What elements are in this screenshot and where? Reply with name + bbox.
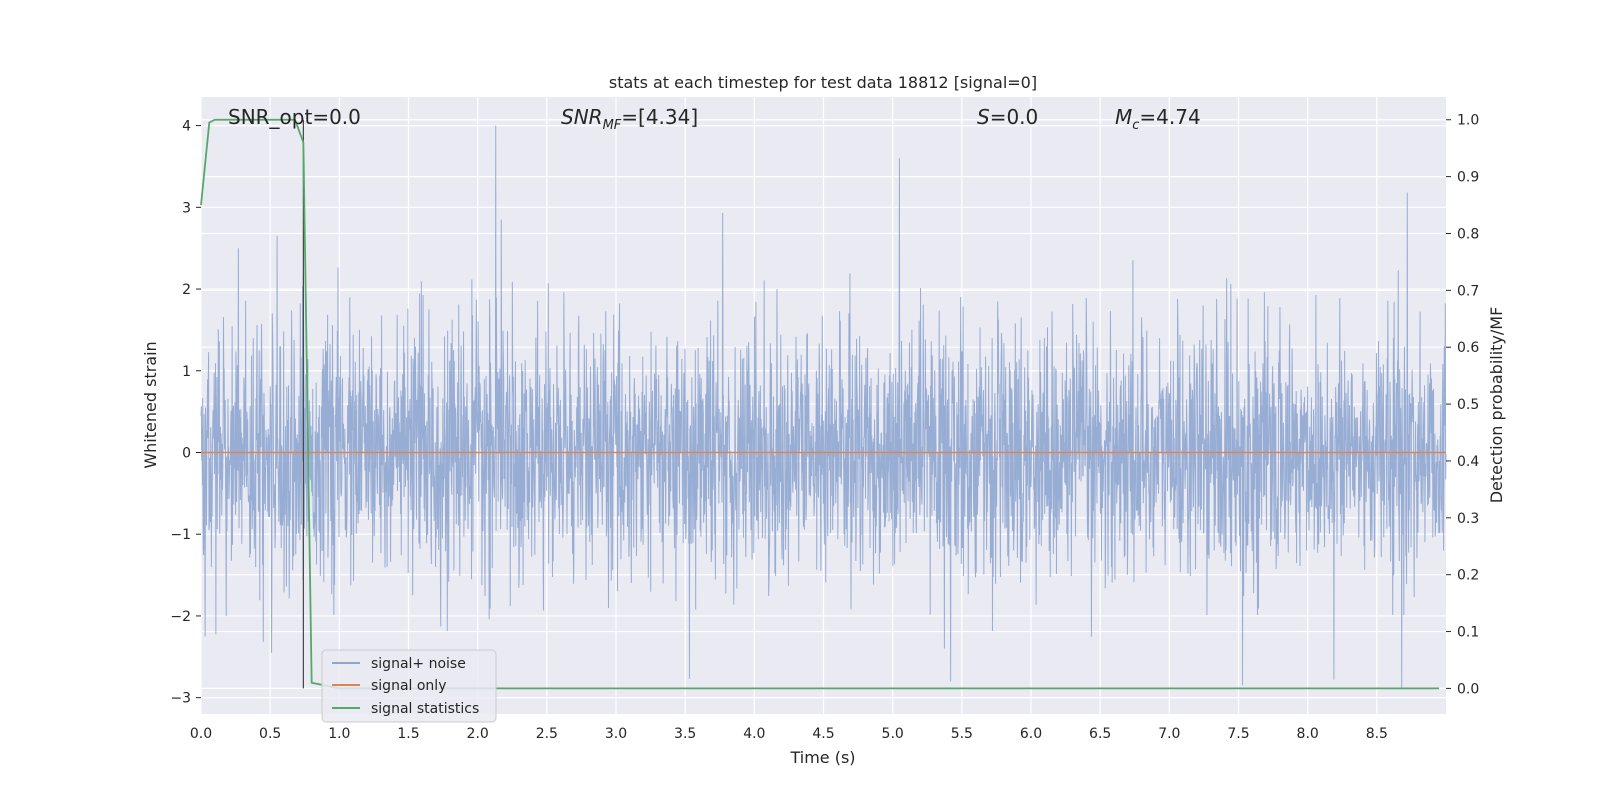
annotation-snr-mf: SNRMF=[4.34] — [561, 105, 698, 133]
y-axis-right-label: Detection probability/MF — [1487, 307, 1506, 504]
annotation-snr-mf-value: =[4.34] — [621, 105, 698, 129]
legend-label-signal-noise: signal+ noise — [371, 656, 466, 672]
x-tick-label: 1.0 — [328, 726, 350, 742]
annotation-mc: Mc=4.74 — [1115, 105, 1201, 133]
series-lines — [200, 118, 1446, 690]
series-signal-noise-line — [200, 125, 1447, 688]
annotation-mc-sub: c — [1132, 118, 1139, 133]
annotation-s-value: =0.0 — [990, 105, 1039, 129]
x-tick-label: 8.0 — [1297, 726, 1319, 742]
x-tick-label: 2.5 — [536, 726, 558, 742]
y-left-tick-label: −3 — [170, 691, 191, 707]
legend-label-signal-statistics: signal statistics — [371, 701, 479, 717]
y-left-tick-label: 0 — [182, 445, 191, 461]
y-right-tick-label: 0.0 — [1457, 681, 1479, 697]
y-right-tick-label: 0.6 — [1457, 340, 1479, 356]
y-left-tick-label: 4 — [182, 119, 191, 135]
annotation-s-main: S — [977, 105, 990, 129]
x-tick-label: 1.5 — [397, 726, 419, 742]
legend: signal+ noise signal only signal statist… — [321, 649, 497, 723]
y-left-tick-label: 2 — [182, 282, 191, 298]
x-tick-label: 7.0 — [1158, 726, 1180, 742]
annotation-s: S=0.0 — [977, 105, 1038, 129]
series-signal-noise — [200, 125, 1447, 688]
x-tick-label: 6.5 — [1089, 726, 1111, 742]
chart-title: stats at each timestep for test data 188… — [609, 73, 1037, 92]
annotation-snr-mf-sub: MF — [603, 118, 622, 133]
x-tick-label: 5.0 — [882, 726, 904, 742]
y-right-tick-label: 0.7 — [1457, 283, 1479, 299]
y-right-tick-label: 0.2 — [1457, 568, 1479, 584]
x-tick-label: 2.0 — [467, 726, 489, 742]
y-left-tick-labels: −3 −2 −1 0 1 2 3 4 — [170, 119, 201, 707]
x-tick-label: 0.0 — [190, 726, 212, 742]
x-tick-label: 8.5 — [1366, 726, 1388, 742]
y-right-tick-label: 0.8 — [1457, 226, 1479, 242]
y-right-tick-label: 0.5 — [1457, 397, 1479, 413]
annotation-snr-mf-main: SNR — [561, 105, 603, 129]
y-right-tick-label: 0.4 — [1457, 454, 1479, 470]
y-left-tick-label: −2 — [170, 609, 191, 625]
annotation-snr-opt: SNR_opt=0.0 — [228, 105, 361, 129]
y-right-tick-label: 0.9 — [1457, 170, 1479, 186]
y-right-tick-labels: 0.0 0.1 0.2 0.3 0.4 0.5 0.6 0.7 0.8 0.9 1.0 — [1446, 113, 1479, 697]
y-axis-left-label: Whitened strain — [141, 341, 160, 468]
x-tick-label: 3.5 — [674, 726, 696, 742]
x-tick-label: 0.5 — [259, 726, 281, 742]
x-tick-labels: 0.0 0.5 1.0 1.5 2.0 2.5 3.0 3.5 4.0 4.5 5.0 5.5 6.0 6… — [190, 726, 1388, 742]
x-tick-label: 4.5 — [812, 726, 834, 742]
x-tick-label: 5.5 — [951, 726, 973, 742]
annotation-mc-value: =4.74 — [1139, 105, 1200, 129]
legend-box — [321, 649, 497, 723]
series-signal-statistics-line — [200, 118, 1440, 690]
y-left-tick-label: −1 — [170, 527, 191, 543]
annotation-mc-main: M — [1115, 105, 1132, 129]
y-left-tick-label: 1 — [182, 364, 191, 380]
x-tick-label: 6.0 — [1020, 726, 1042, 742]
x-tick-label: 4.0 — [743, 726, 765, 742]
y-right-tick-label: 0.1 — [1457, 625, 1479, 641]
y-left-tick-label: 3 — [182, 200, 191, 216]
y-right-tick-label: 0.3 — [1457, 511, 1479, 527]
x-axis-label: Time (s) — [789, 748, 855, 767]
x-tick-label: 3.0 — [605, 726, 627, 742]
y-right-tick-label: 1.0 — [1457, 113, 1479, 129]
x-tick-label: 7.5 — [1227, 726, 1249, 742]
legend-label-signal-only: signal only — [371, 678, 446, 694]
